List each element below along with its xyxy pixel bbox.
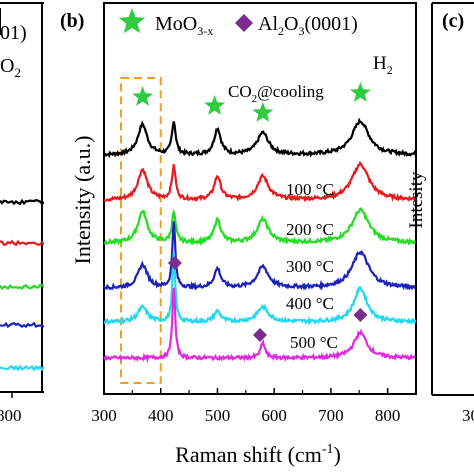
series-labels: CO2@cooling 100 °C 200 °C 300 °C 400 °C 500 °… xyxy=(228,82,338,352)
left-legend-fragment: 01) xyxy=(0,22,27,44)
legend: MoO3-x Al2O3(0001) xyxy=(118,8,358,38)
legend-moo3-label: MoO3-x xyxy=(155,13,213,38)
x-tick-label: 600 xyxy=(261,406,287,425)
x-tick-label: 400 xyxy=(148,406,174,425)
legend-star-icon xyxy=(118,8,146,34)
series-label-2: 100 °C xyxy=(286,180,334,199)
legend-diamond-marker xyxy=(235,14,253,32)
series-line-6 xyxy=(103,287,416,364)
left-tick-label: 800 xyxy=(0,406,22,425)
x-ticks: 300 400 500 600 700 800 xyxy=(91,388,400,425)
series-label-4: 300 °C xyxy=(286,257,334,276)
legend-al2o3-label: Al2O3(0001) xyxy=(258,13,358,38)
series-label-5: 400 °C xyxy=(286,294,334,313)
series-line-4 xyxy=(102,221,417,291)
right-panel-label: (c) xyxy=(442,10,464,32)
legend-diamond-icon xyxy=(235,14,253,32)
x-tick-label: 800 xyxy=(375,406,401,425)
right-tick-label: 30 xyxy=(462,406,474,425)
y-axis-label: Intensity (a.u.) xyxy=(70,136,95,265)
panel-label: (b) xyxy=(60,10,84,32)
left-trace xyxy=(0,283,44,291)
diamond-marker xyxy=(353,308,368,322)
series-label-3: 200 °C xyxy=(286,220,334,239)
atmosphere-label: H2 xyxy=(373,53,393,77)
diamond-marker xyxy=(167,256,182,270)
x-tick-label: 700 xyxy=(318,406,344,425)
left-panel xyxy=(0,2,44,393)
star-marker xyxy=(349,82,371,102)
diamond-marker xyxy=(253,328,267,342)
plot-frame xyxy=(103,2,417,395)
star-marker xyxy=(132,86,153,106)
series-label-1: CO2@cooling xyxy=(228,82,324,105)
x-tick-label: 300 xyxy=(91,406,117,425)
star-marker xyxy=(252,102,274,122)
highlight-box xyxy=(120,77,162,384)
left-trace xyxy=(0,364,44,372)
left-trace xyxy=(0,321,44,329)
series-line-2 xyxy=(103,160,416,203)
left-trace xyxy=(0,198,44,206)
star-marker xyxy=(204,95,226,115)
left-legend-fragment-2: O2 xyxy=(0,55,21,80)
left-trace xyxy=(0,239,44,247)
series-line-5 xyxy=(103,253,417,326)
series-group xyxy=(102,117,417,364)
marker-group xyxy=(132,82,371,342)
series-line-1 xyxy=(103,117,417,159)
legend-star-marker xyxy=(118,8,146,34)
series-line-3 xyxy=(103,206,417,246)
x-axis-label: Raman shift (cm-1) xyxy=(175,442,341,467)
left-panel-traces xyxy=(0,198,44,372)
series-label-6: 500 °C xyxy=(290,333,338,352)
x-tick-label: 500 xyxy=(205,406,231,425)
